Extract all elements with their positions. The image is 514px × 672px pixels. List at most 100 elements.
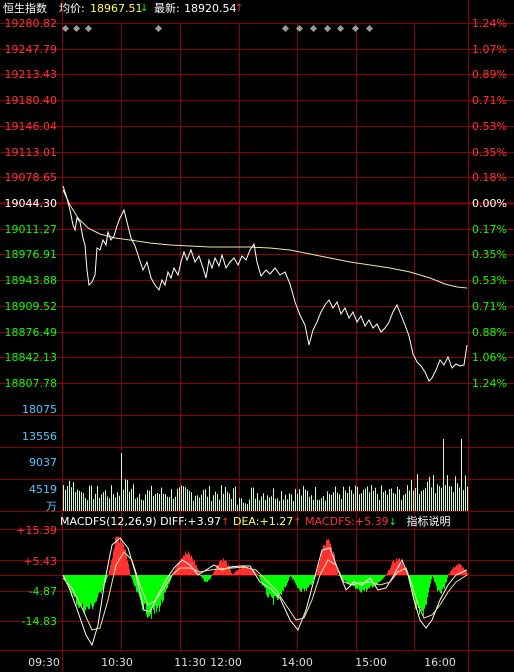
event-markers — [61, 24, 374, 33]
volume-bar — [459, 487, 460, 511]
macd-bar-negative — [302, 575, 303, 589]
macd-bar-positive — [116, 536, 117, 575]
price-axis-label: 19280.82 — [5, 17, 58, 30]
macd-bar-negative — [106, 575, 107, 580]
macd-bar-negative — [358, 575, 359, 588]
macd-bar-positive — [109, 569, 110, 575]
macd-bar-negative — [93, 575, 94, 607]
volume-bar — [457, 483, 458, 511]
macd-bar-negative — [378, 575, 379, 583]
macd-bar-negative — [263, 575, 264, 586]
volume-bar — [317, 499, 318, 511]
macd-bar-negative — [89, 575, 90, 609]
macd-bar-negative — [94, 575, 95, 604]
volume-bar — [297, 493, 298, 511]
macd-dea-line — [62, 551, 468, 631]
macd-bar-positive — [192, 558, 193, 575]
macd-bar-negative — [443, 575, 444, 588]
macd-bar-negative — [352, 575, 353, 586]
volume-bar — [79, 490, 80, 511]
volume-bar — [175, 496, 176, 511]
macd-bar-negative — [361, 575, 362, 593]
indicator-help-link[interactable]: 指标说明 — [406, 515, 451, 528]
pct-axis-label: 0.89% — [472, 68, 507, 81]
macd-diff-label: DIFF: — [160, 515, 188, 528]
macd-bar-negative — [360, 575, 361, 592]
macd-bar-negative — [66, 575, 67, 582]
macd-bar-negative — [70, 575, 71, 592]
macd-bar-negative — [76, 575, 77, 606]
macd-bar-positive — [316, 574, 317, 575]
volume-bar — [351, 490, 352, 511]
volume-bar — [115, 497, 116, 511]
macd-bar-positive — [198, 570, 199, 575]
macd-bar-negative — [273, 575, 274, 605]
macd-bar-positive — [184, 555, 185, 575]
pct-axis-label: 0.35% — [472, 248, 507, 261]
price-axis-label: 18807.78 — [5, 377, 58, 390]
macd-bar-negative — [71, 575, 72, 596]
macd-bar-negative — [346, 575, 347, 583]
macd-bar-negative — [344, 575, 345, 581]
pct-axis-label: 0.17% — [472, 223, 507, 236]
macd-arrow-icon: ↓ — [388, 517, 397, 528]
macd-bar-negative — [274, 575, 275, 597]
macd-bar-negative — [417, 575, 418, 605]
macd-bar-negative — [431, 575, 432, 580]
macd-bar-positive — [458, 563, 459, 575]
volume-bar — [403, 495, 404, 511]
macd-bar-positive — [331, 546, 332, 575]
macd-bar-positive — [449, 573, 450, 575]
macd-bar-positive — [242, 566, 243, 575]
macd-bar-negative — [286, 575, 287, 586]
volume-bar — [145, 494, 146, 511]
macd-bar-negative — [351, 575, 352, 586]
volume-bar — [237, 504, 238, 511]
macd-bar-negative — [79, 575, 80, 608]
volume-unit-label: 万 — [46, 500, 57, 513]
macd-histogram — [63, 536, 468, 619]
macd-bar-negative — [354, 575, 355, 587]
macd-bar-negative — [75, 575, 76, 598]
event-marker-icon — [154, 24, 163, 33]
macd-bar-negative — [136, 575, 137, 593]
pct-axis-label: 0.71% — [472, 300, 507, 313]
volume-bar — [213, 495, 214, 511]
macd-bar-negative — [311, 575, 312, 585]
volume-bar — [159, 493, 160, 511]
volume-bar — [287, 499, 288, 511]
macd-bar-negative — [296, 575, 297, 586]
macd-bar-negative — [206, 575, 207, 582]
macd-bar-negative — [295, 575, 296, 584]
avg-price-value: 18967.51 — [90, 2, 143, 15]
volume-bar — [143, 500, 144, 511]
macd-bar-negative — [103, 575, 104, 589]
volume-bar — [381, 485, 382, 511]
macd-axis-label: -14.83 — [22, 615, 57, 628]
macd-bar-positive — [127, 560, 128, 575]
volume-bar — [99, 497, 100, 511]
volume-bar — [249, 499, 250, 511]
macd-bar-positive — [325, 546, 326, 575]
volume-bar — [153, 495, 154, 511]
macd-bar-positive — [213, 572, 214, 575]
macd-bar-negative — [350, 575, 351, 587]
macd-bar-positive — [230, 569, 231, 575]
macd-bar-positive — [214, 571, 215, 575]
volume-bar — [197, 495, 198, 511]
macd-bar-negative — [98, 575, 99, 594]
macd-axis-label: +5.43 — [23, 555, 57, 568]
macd-bar-positive — [248, 567, 249, 575]
macd-bar-negative — [159, 575, 160, 612]
volume-bar — [129, 491, 130, 511]
macd-bar-positive — [181, 558, 182, 575]
macd-diff-line — [62, 537, 468, 647]
volume-bar — [245, 503, 246, 511]
macd-bar-negative — [436, 575, 437, 586]
macd-bar-negative — [165, 575, 166, 593]
macd-bar-negative — [266, 575, 267, 595]
volume-bar — [63, 485, 64, 511]
macd-bar-negative — [64, 575, 65, 578]
volume-bar — [461, 439, 462, 511]
